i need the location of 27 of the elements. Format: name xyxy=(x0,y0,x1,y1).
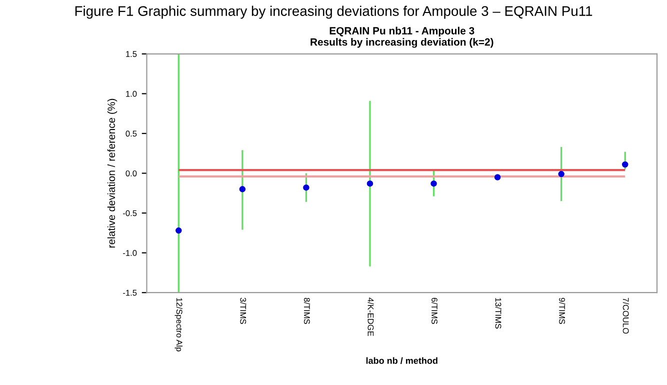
point xyxy=(430,180,437,187)
point xyxy=(558,170,564,178)
point xyxy=(622,161,628,168)
x-tick-label: 13/TIMS xyxy=(495,298,502,329)
x-tick-label: 9/TIMS xyxy=(559,298,566,324)
x-tick-label: 6/TIMS xyxy=(432,298,438,324)
y-tick-label: -1.0 xyxy=(123,250,137,256)
y-axis-title: relative deviation / reference (%) xyxy=(107,98,118,248)
y-tick-label: -1.5 xyxy=(123,290,137,296)
x-tick-label: 8/TIMS xyxy=(304,298,310,324)
point xyxy=(239,186,246,192)
x-axis-title: labo nb / method xyxy=(366,357,438,364)
x-tick-label: 3/TIMS xyxy=(240,298,246,324)
x-tick-label: 12/Spectro Alp xyxy=(174,298,183,352)
y-tick-label: 0.0 xyxy=(126,170,137,176)
point xyxy=(494,174,501,180)
x-tick-label: 4/K-EDGE xyxy=(368,298,374,336)
point xyxy=(303,184,310,191)
chart-title: EQRAIN Pu nb11 - Ampoule 3 Results by increasing deviation (k=2) xyxy=(310,26,494,48)
point xyxy=(176,227,182,234)
y-tick-label: 1.5 xyxy=(126,51,137,57)
y-tick-label: -0.5 xyxy=(123,210,137,216)
y-tick-label: 0.5 xyxy=(126,130,137,137)
point xyxy=(366,180,374,187)
caption: Figure F1 Graphic summary by increasing deviations for Ampoule 3 – EQRAIN Pu11 xyxy=(75,6,592,19)
y-tick-label: 1.0 xyxy=(126,90,137,97)
x-tick-label: 7/COULO xyxy=(622,298,629,334)
